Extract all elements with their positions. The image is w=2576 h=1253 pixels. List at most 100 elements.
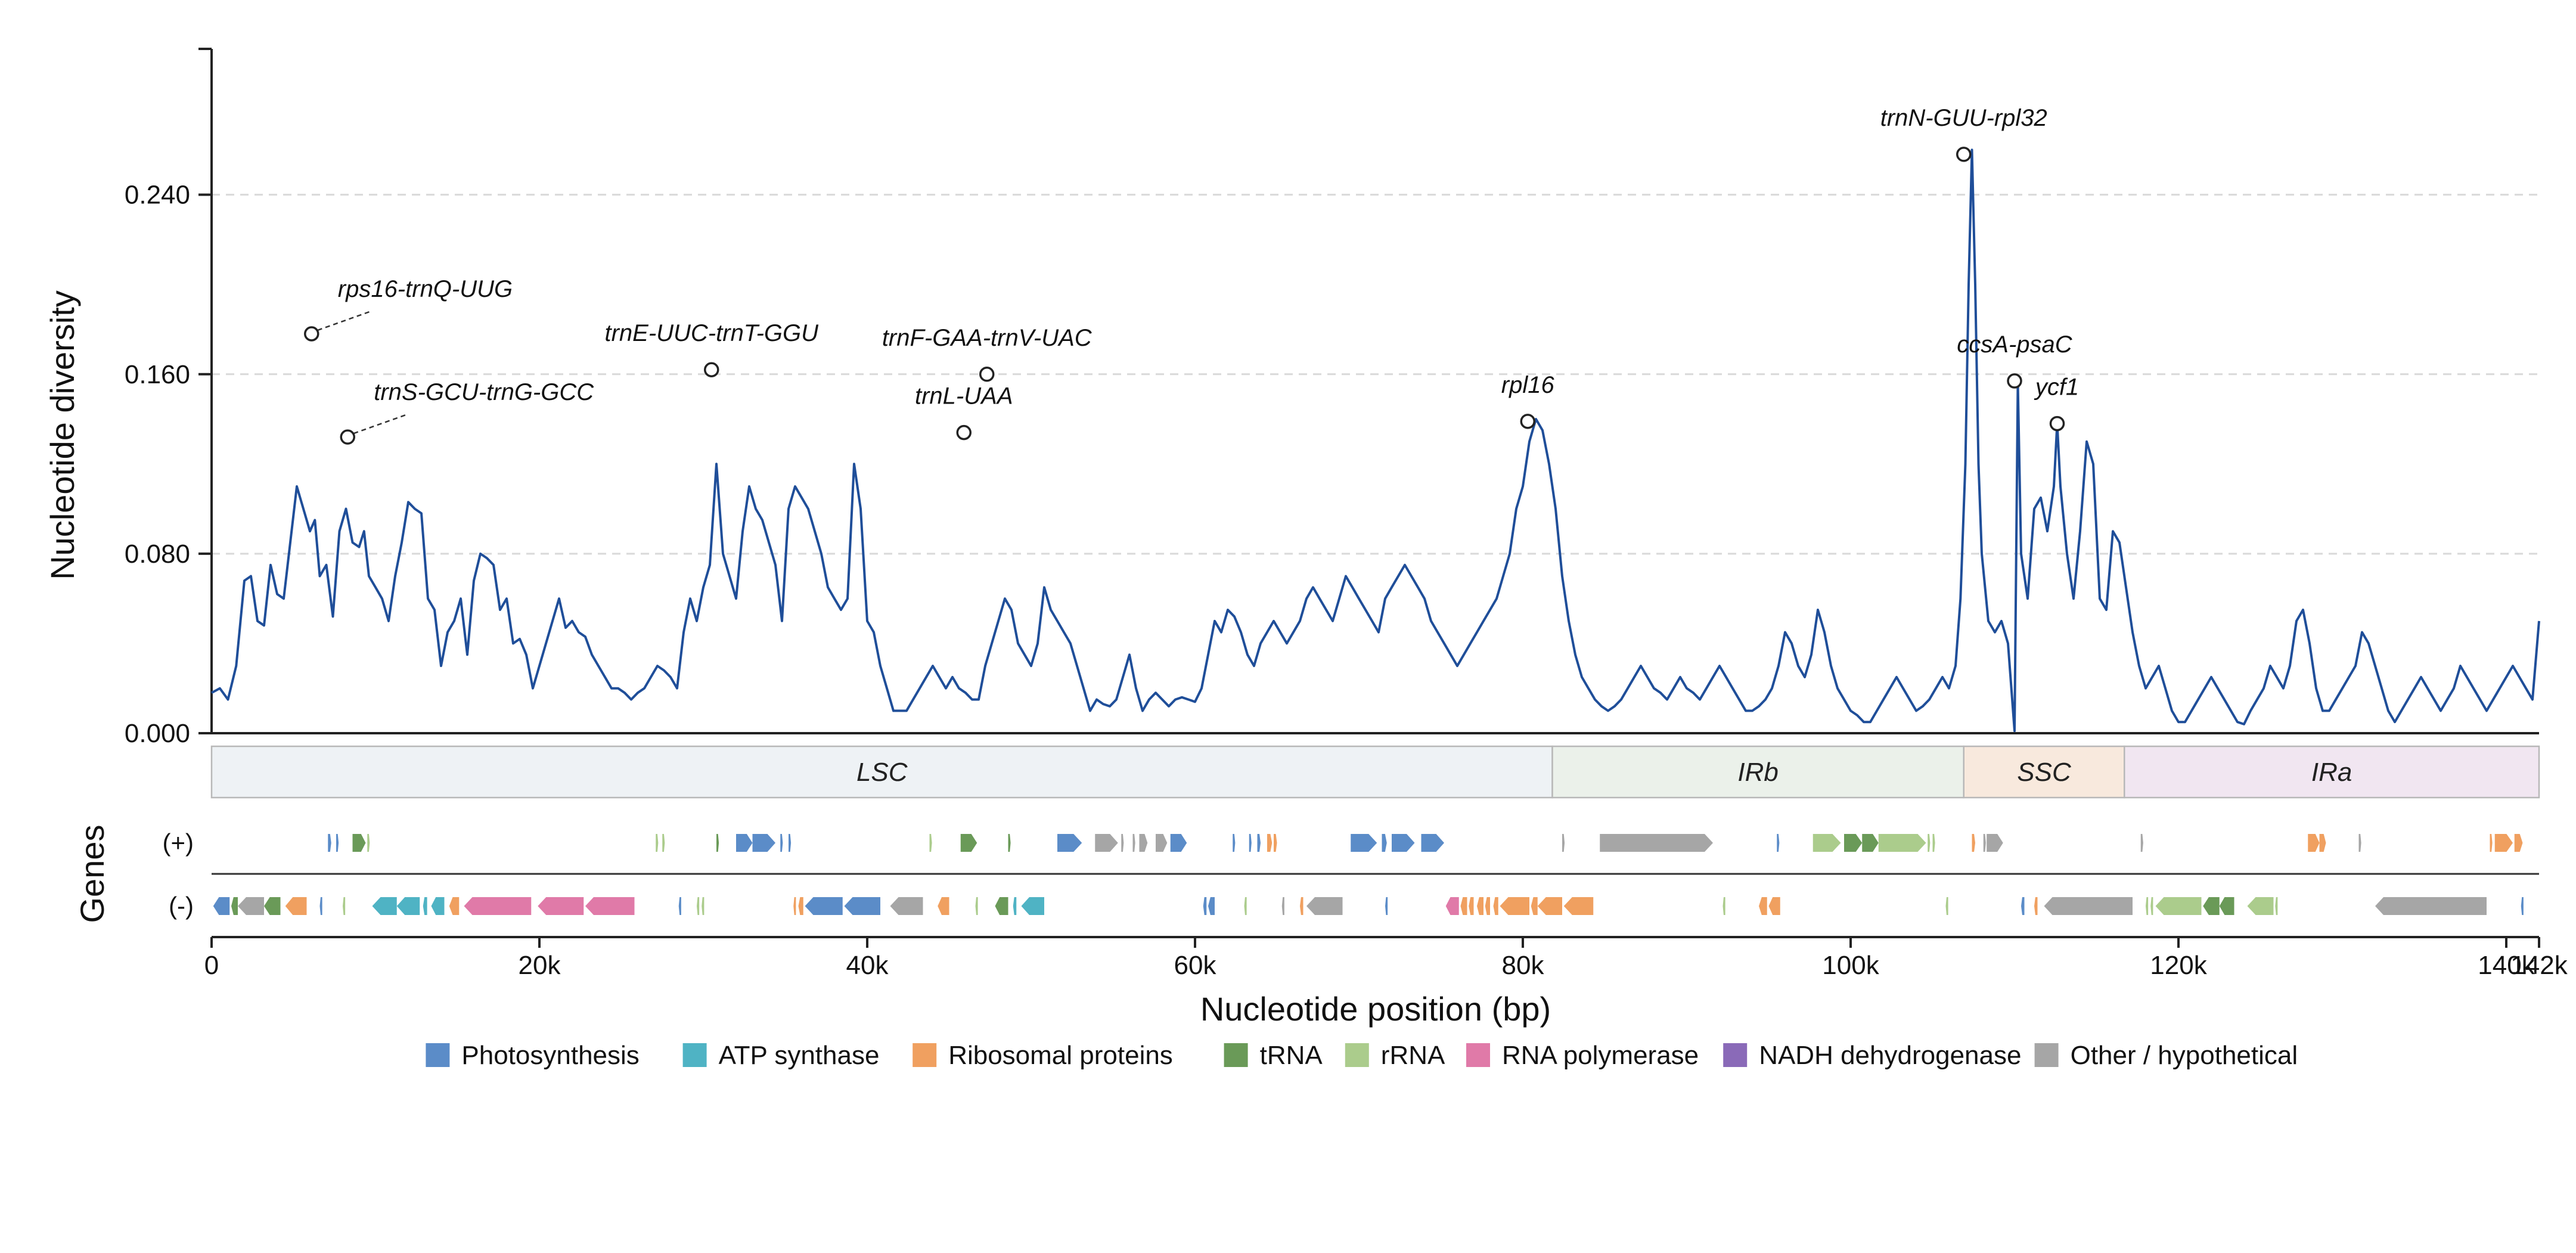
gene-block bbox=[1812, 834, 1841, 852]
gene-block bbox=[697, 897, 700, 915]
region-bar: LSC IRb SSC IRa bbox=[210, 745, 2540, 799]
gene-block bbox=[1249, 834, 1252, 852]
y-tick-label: 0.080 bbox=[125, 539, 190, 569]
gene-block bbox=[285, 897, 307, 915]
gene-block bbox=[1445, 897, 1459, 915]
peak-label: trnF-GAA-trnV-UAC bbox=[882, 325, 1093, 351]
gene-block bbox=[1932, 834, 1935, 852]
y-tick-label: 0.000 bbox=[125, 719, 190, 748]
gene-block bbox=[1987, 834, 2003, 852]
gene-block bbox=[844, 897, 880, 915]
gene-block bbox=[319, 897, 322, 915]
peak-marker bbox=[1520, 414, 1535, 429]
legend-label: Ribosomal proteins bbox=[948, 1041, 1173, 1070]
peak-label: ccsA-psaC bbox=[1957, 331, 2072, 358]
gene-block bbox=[678, 897, 681, 915]
gene-block bbox=[1563, 897, 1594, 915]
region-ira bbox=[2124, 745, 2540, 799]
gene-block bbox=[1972, 834, 1975, 852]
legend-label: Other / hypothetical bbox=[2071, 1041, 2298, 1070]
gene-block bbox=[464, 897, 532, 915]
gene-block bbox=[1878, 834, 1926, 852]
gene-block bbox=[1257, 834, 1261, 852]
gene-block bbox=[1057, 834, 1082, 852]
gene-block bbox=[1759, 897, 1767, 915]
gene-block bbox=[2375, 897, 2487, 915]
gene-block bbox=[1777, 834, 1780, 852]
gene-block bbox=[1203, 897, 1207, 915]
y-axis-title: Nucleotide diversity bbox=[44, 290, 81, 580]
peak-marker bbox=[304, 326, 319, 342]
genes-axis-title: Genes bbox=[73, 825, 111, 923]
x-tick-label: 40k bbox=[846, 951, 889, 980]
gene-block bbox=[1862, 834, 1879, 852]
x-tick-label: 80k bbox=[1502, 951, 1545, 980]
legend-label: tRNA bbox=[1260, 1041, 1323, 1070]
gene-block bbox=[1121, 834, 1124, 852]
gene-block bbox=[336, 834, 339, 852]
peak-label: rps16-trnQ-UUG bbox=[338, 276, 513, 302]
gene-block bbox=[1013, 897, 1017, 915]
peak-label: ycf1 bbox=[2034, 374, 2079, 401]
gene-block bbox=[2150, 897, 2153, 915]
gene-block bbox=[656, 834, 659, 852]
gene-block bbox=[702, 897, 704, 915]
gene-block bbox=[423, 897, 427, 915]
y-tick-label: 0.240 bbox=[125, 181, 190, 210]
gene-block bbox=[1351, 834, 1377, 852]
x-tick-label: 60k bbox=[1174, 951, 1217, 980]
gene-block bbox=[1983, 834, 1986, 852]
gene-block bbox=[2140, 834, 2143, 852]
gene-block bbox=[975, 897, 978, 915]
x-tick-label: 20k bbox=[519, 951, 561, 980]
legend-swatch bbox=[1224, 1043, 1248, 1067]
grid-lines bbox=[212, 194, 2539, 555]
x-tick-label: 0 bbox=[204, 951, 219, 980]
gene-block bbox=[231, 897, 238, 915]
gene-tracks: (+) (-) bbox=[163, 829, 2539, 920]
peak-marker bbox=[2049, 415, 2065, 432]
gene-block bbox=[396, 897, 420, 915]
gene-block bbox=[2044, 897, 2133, 915]
gene-block bbox=[2247, 897, 2274, 915]
peak-marker bbox=[956, 424, 972, 441]
peak-label: trnN-GUU-rpl32 bbox=[1880, 105, 2047, 131]
region-label: LSC bbox=[856, 758, 908, 787]
gene-block bbox=[1477, 897, 1483, 915]
gene-block bbox=[929, 834, 932, 852]
gene-block bbox=[2494, 834, 2513, 852]
gene-block bbox=[1460, 897, 1467, 915]
gene-block bbox=[736, 834, 753, 852]
gene-block bbox=[2034, 897, 2038, 915]
gene-block bbox=[372, 897, 397, 915]
x-tick-label: 140k bbox=[2478, 951, 2535, 980]
gene-block bbox=[1274, 834, 1277, 852]
gene-block bbox=[1281, 897, 1284, 915]
peak-label: rpl16 bbox=[1501, 372, 1555, 398]
gene-block bbox=[538, 897, 584, 915]
gene-block bbox=[995, 897, 1008, 915]
diversity-series-line bbox=[211, 148, 2540, 733]
peak-label: trnS-GCU-trnG-GCC bbox=[374, 379, 594, 405]
gene-block bbox=[1244, 897, 1247, 915]
legend-label: rRNA bbox=[1381, 1041, 1445, 1070]
gene-block bbox=[1233, 834, 1236, 852]
gene-block bbox=[2358, 834, 2361, 852]
legend-label: ATP synthase bbox=[719, 1041, 880, 1070]
legend-swatch bbox=[426, 1043, 450, 1067]
legend-swatch bbox=[1723, 1043, 1748, 1067]
gene-block bbox=[1421, 834, 1444, 852]
gene-block bbox=[2490, 834, 2493, 852]
gene-block bbox=[1306, 897, 1343, 915]
gene-block bbox=[2219, 897, 2234, 915]
gene-block bbox=[1945, 897, 1948, 915]
gene-block bbox=[264, 897, 281, 915]
gene-block bbox=[1095, 834, 1118, 852]
peak-label: trnL-UAA bbox=[915, 383, 1013, 410]
gene-block bbox=[662, 834, 665, 852]
peak-marker bbox=[2007, 373, 2022, 389]
gene-block bbox=[1132, 834, 1135, 852]
peak-marker bbox=[340, 429, 355, 445]
gene-block bbox=[2146, 897, 2149, 915]
